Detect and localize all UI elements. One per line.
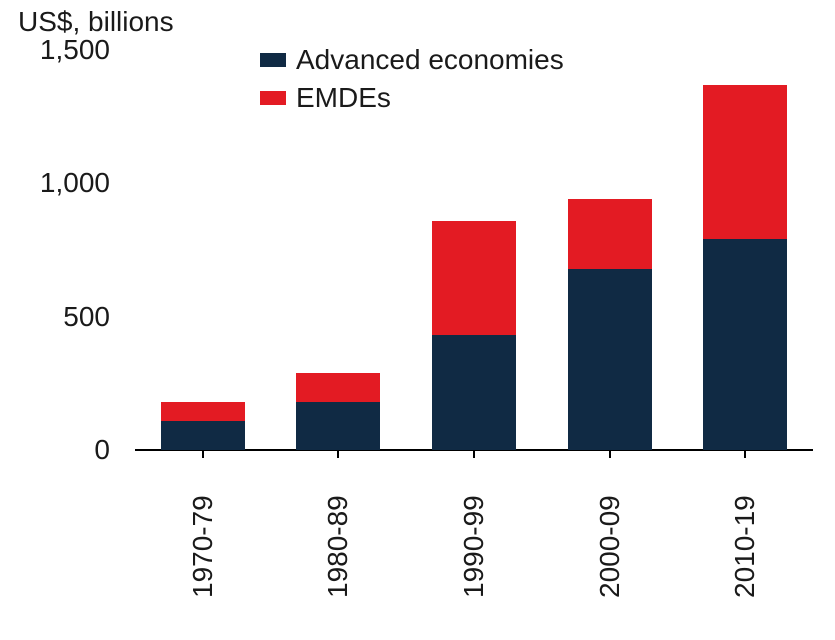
bar-segment	[432, 221, 516, 336]
bar-segment	[568, 269, 652, 450]
bar-segment	[432, 335, 516, 450]
legend: Advanced economies EMDEs	[260, 44, 564, 120]
x-tick-label: 2010-19	[729, 458, 761, 598]
x-tick	[744, 450, 746, 458]
legend-swatch	[260, 53, 286, 67]
chart-container: US$, billions 1970-791980-891990-992000-…	[0, 0, 835, 640]
legend-item: EMDEs	[260, 82, 564, 114]
y-tick-label: 0	[0, 434, 110, 466]
x-tick-label: 1970-79	[187, 458, 219, 598]
x-tick-label: 2000-09	[594, 458, 626, 598]
legend-label: Advanced economies	[296, 44, 564, 76]
x-tick-label: 1990-99	[458, 458, 490, 598]
legend-swatch	[260, 91, 286, 105]
bar-segment	[568, 199, 652, 268]
bar-segment	[703, 85, 787, 240]
y-tick-label: 1,000	[0, 167, 110, 199]
x-tick	[202, 450, 204, 458]
bar-segment	[296, 402, 380, 450]
bar-segment	[161, 421, 245, 450]
legend-label: EMDEs	[296, 82, 391, 114]
y-tick-label: 500	[0, 301, 110, 333]
bar-segment	[296, 373, 380, 402]
bar-segment	[703, 239, 787, 450]
x-tick-label: 1980-89	[322, 458, 354, 598]
legend-item: Advanced economies	[260, 44, 564, 76]
x-tick	[473, 450, 475, 458]
x-tick	[337, 450, 339, 458]
x-tick	[609, 450, 611, 458]
y-tick-label: 1,500	[0, 34, 110, 66]
bar-segment	[161, 402, 245, 421]
